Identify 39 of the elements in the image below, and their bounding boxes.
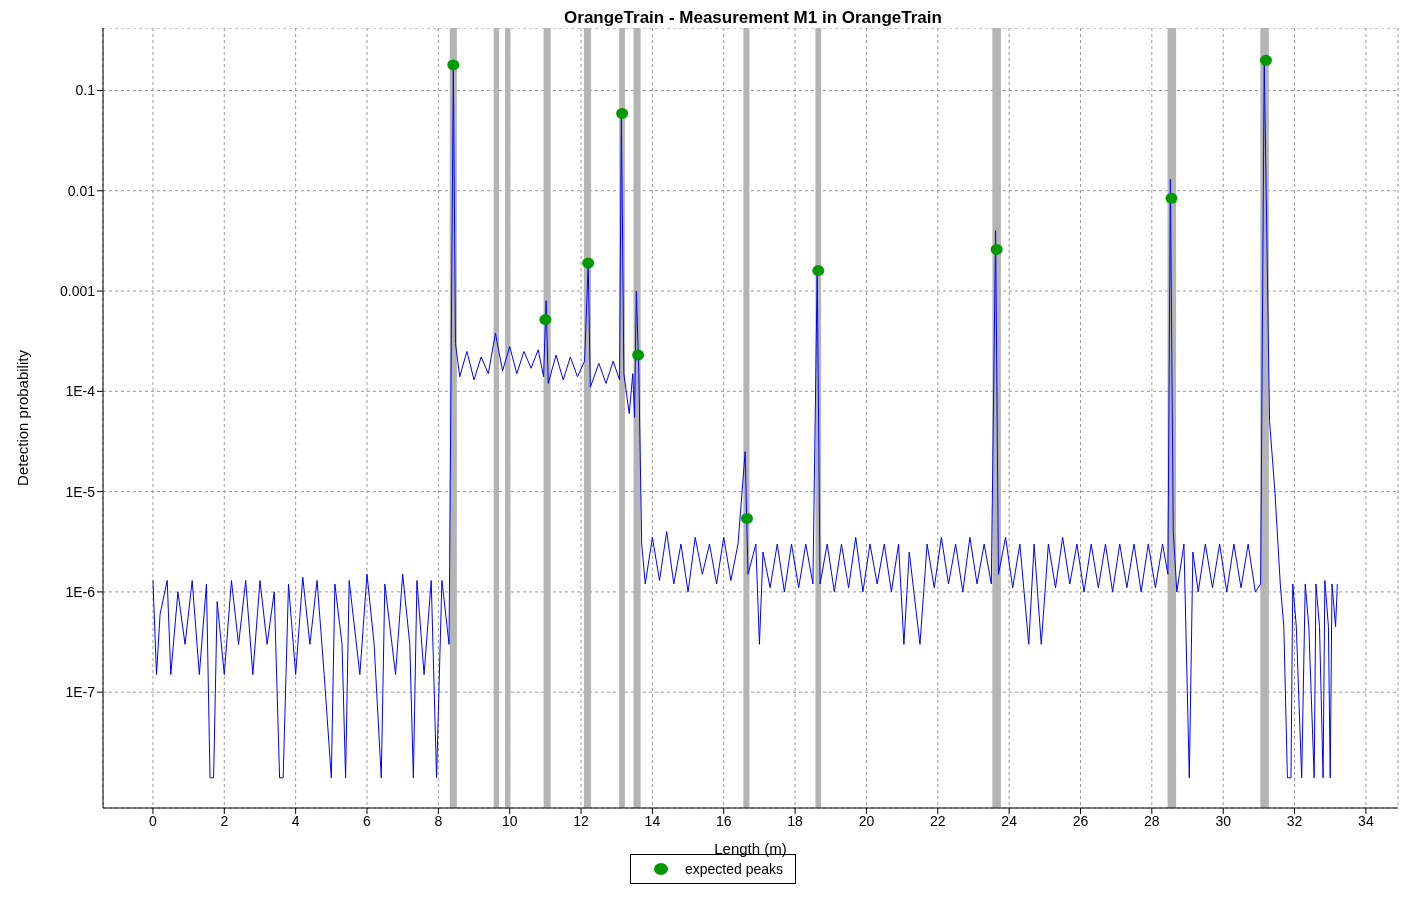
point xyxy=(990,243,1003,255)
y-axis-title: Detection probability xyxy=(14,349,32,486)
point xyxy=(740,512,753,524)
y-tick-label: 1E-7 xyxy=(65,684,96,701)
y-tick-label: 1E-6 xyxy=(65,583,96,600)
y-tick-label: 1E-4 xyxy=(65,383,96,400)
y-tick-label: 0.001 xyxy=(59,283,96,300)
x-tick-label: 12 xyxy=(573,812,590,829)
x-tick-label: 14 xyxy=(644,812,661,829)
x-tick-label: 32 xyxy=(1286,812,1303,829)
x-tick-label: 24 xyxy=(1001,812,1018,829)
x-tick-label: 8 xyxy=(434,812,443,829)
x-tick-label: 16 xyxy=(715,812,732,829)
point xyxy=(1165,192,1178,204)
x-tick-label: 6 xyxy=(363,812,372,829)
x-tick-label: 10 xyxy=(501,812,518,829)
point xyxy=(447,59,460,71)
x-tick-label: 0 xyxy=(149,812,158,829)
x-tick-label: 4 xyxy=(291,812,300,829)
point xyxy=(1260,54,1272,66)
y-tick-label: 0.1 xyxy=(75,82,96,99)
point xyxy=(582,257,595,269)
y-tick-label: 1E-5 xyxy=(65,483,96,500)
point xyxy=(812,265,825,277)
chart-title: OrangeTrain - Measurement M1 in OrangeTrain xyxy=(563,8,943,28)
x-tick-label: 28 xyxy=(1144,812,1160,829)
x-tick-label: 2 xyxy=(220,812,229,829)
x-tick-label: 26 xyxy=(1072,812,1089,829)
point xyxy=(539,314,552,326)
point xyxy=(632,349,645,361)
x-tick-label: 30 xyxy=(1215,812,1232,829)
x-tick-label: 22 xyxy=(930,812,946,829)
point xyxy=(616,107,629,119)
x-tick-label: 20 xyxy=(858,812,875,829)
y-tick-label: 0.01 xyxy=(67,182,96,199)
x-axis-title: Length (m) xyxy=(714,840,787,857)
x-tick-label: 34 xyxy=(1358,812,1374,829)
x-tick-label: 18 xyxy=(787,812,804,829)
legend-label: expected peaks xyxy=(684,861,784,877)
